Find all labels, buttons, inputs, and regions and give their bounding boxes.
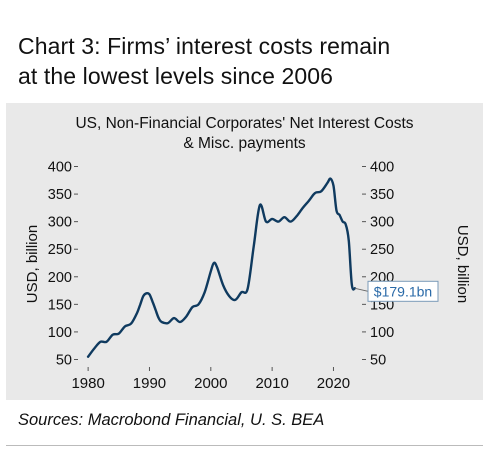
y-tick-label-left: 250 (48, 242, 72, 258)
y-tick-label-right: 250 (370, 242, 394, 258)
page-title-line-2: at the lowest levels since 2006 (18, 63, 334, 89)
y-axis-label-left: USD, billion (24, 225, 41, 303)
y-tick-label-left: 50 (56, 352, 72, 368)
sources-note: Sources: Macrobond Financial, U. S. BEA (18, 411, 325, 429)
y-tick-label-right: 400 (370, 160, 394, 176)
page-title-line-1: Chart 3: Firms’ interest costs remain (18, 33, 391, 59)
end-value-box (367, 280, 439, 302)
chart-panel: US, Non-Financial Corporates' Net Intere… (6, 103, 483, 400)
x-tick-label: 1990 (133, 375, 166, 392)
y-tick-label-left: 400 (48, 160, 72, 176)
line-chart: US, Non-Financial Corporates' Net Intere… (24, 115, 471, 392)
y-tick-label-right: 350 (370, 187, 394, 203)
chart-title-line-2: & Misc. payments (183, 135, 306, 152)
x-tick-label: 2000 (194, 375, 227, 392)
interest-costs-line (86, 177, 357, 358)
chart-heading: Chart 3: Firms’ interest costs remain at… (0, 0, 489, 103)
y-tick-label-right: 300 (370, 215, 394, 231)
bottom-divider (6, 445, 483, 446)
x-tick-label: 2020 (317, 375, 350, 392)
x-tick-label: 2010 (255, 375, 288, 392)
y-tick-label-left: 150 (48, 297, 72, 313)
x-tick-label: 1980 (71, 375, 104, 392)
y-tick-label-left: 350 (48, 187, 72, 203)
y-tick-label-right: 100 (370, 325, 394, 341)
y-tick-label-left: 200 (48, 270, 72, 286)
y-tick-label-right: 50 (370, 352, 386, 368)
end-label-leader (354, 287, 369, 292)
y-axis-label-right: USD, billion (454, 225, 471, 303)
chart-title-line-1: US, Non-Financial Corporates' Net Intere… (75, 115, 413, 132)
end-value-label: $179.1bn (374, 283, 432, 299)
y-tick-label-left: 300 (48, 215, 72, 231)
y-tick-label-left: 100 (48, 325, 72, 341)
